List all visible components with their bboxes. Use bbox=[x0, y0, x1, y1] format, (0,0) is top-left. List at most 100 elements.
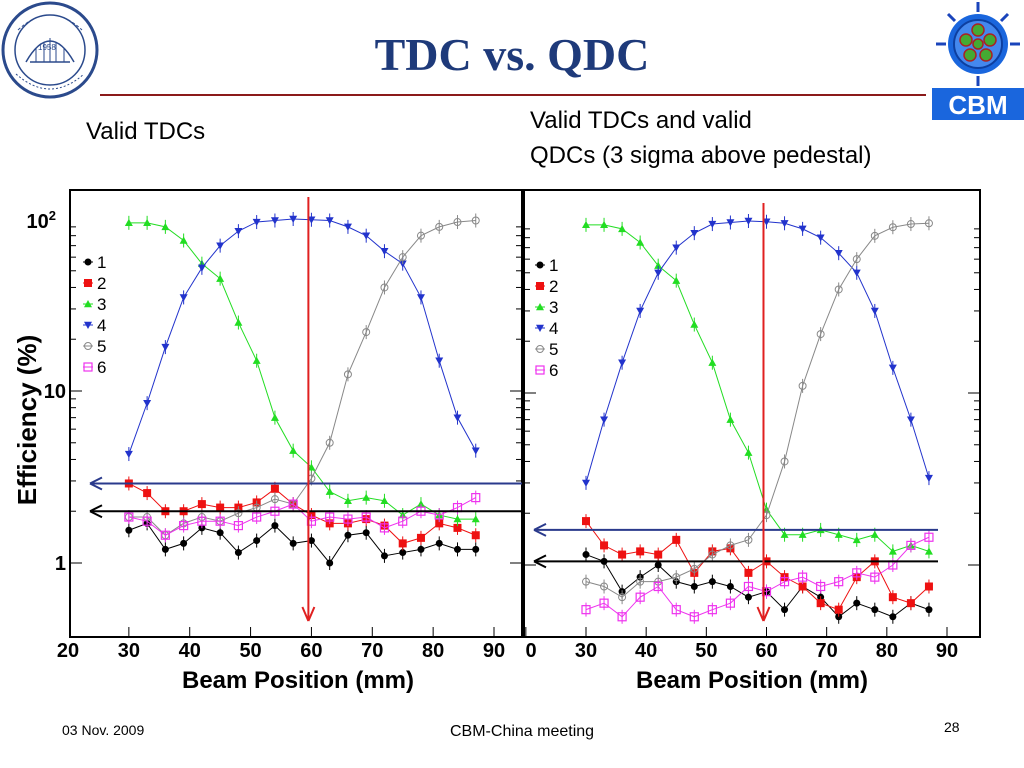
data-point bbox=[600, 220, 609, 229]
data-point bbox=[906, 540, 916, 551]
series-line bbox=[585, 220, 930, 484]
data-point bbox=[707, 605, 717, 615]
x-tick-label: 90 bbox=[936, 640, 958, 662]
data-point bbox=[398, 516, 408, 526]
data-point bbox=[453, 545, 461, 553]
data-point bbox=[762, 218, 771, 226]
data-point bbox=[180, 539, 188, 547]
data-point bbox=[654, 561, 662, 569]
data-point bbox=[870, 307, 879, 315]
blue-arrow-head bbox=[89, 476, 103, 491]
plot-frame bbox=[523, 189, 981, 638]
data-point bbox=[599, 598, 609, 608]
data-point bbox=[234, 549, 242, 557]
legend-label: 4 bbox=[97, 316, 106, 335]
x-tick-label: 0 bbox=[525, 640, 536, 662]
data-point bbox=[270, 495, 279, 504]
data-point bbox=[672, 276, 681, 284]
data-point bbox=[618, 593, 627, 602]
left-panel-subtitle: Valid TDCs bbox=[86, 118, 206, 145]
data-point bbox=[453, 414, 462, 422]
data-point bbox=[471, 447, 480, 455]
data-point bbox=[834, 605, 843, 614]
data-point bbox=[618, 550, 627, 559]
x-tick-label: 40 bbox=[179, 640, 201, 662]
data-point bbox=[416, 231, 425, 240]
data-point bbox=[142, 516, 152, 526]
plot-frame bbox=[69, 189, 523, 638]
x-tick-label: 70 bbox=[361, 640, 383, 662]
blue-arrow-head bbox=[533, 522, 547, 537]
data-point bbox=[453, 515, 462, 523]
data-point bbox=[197, 516, 207, 526]
data-point bbox=[435, 357, 444, 365]
data-point bbox=[161, 343, 170, 352]
data-point bbox=[343, 514, 353, 524]
data-point bbox=[197, 264, 206, 272]
x-axis-label: Beam Position (mm) bbox=[182, 667, 414, 694]
seal-year: 1958 bbox=[38, 43, 56, 52]
data-point bbox=[143, 489, 152, 498]
data-point bbox=[708, 358, 717, 366]
y-tick-label: 1 bbox=[55, 553, 66, 575]
series-5 bbox=[582, 216, 933, 605]
x-tick-label: 20 bbox=[57, 640, 79, 662]
y-tick-label: 102 bbox=[27, 208, 56, 233]
data-point bbox=[618, 359, 627, 367]
data-point bbox=[380, 552, 388, 560]
data-point bbox=[635, 592, 645, 602]
data-point bbox=[471, 515, 480, 523]
data-point bbox=[781, 606, 789, 614]
data-point bbox=[379, 523, 390, 533]
data-point bbox=[816, 599, 825, 608]
data-point bbox=[636, 307, 645, 315]
data-point bbox=[689, 612, 699, 622]
data-point bbox=[161, 545, 169, 553]
axis-ticks bbox=[70, 226, 522, 637]
data-point bbox=[725, 598, 735, 608]
red-arrow-head bbox=[301, 606, 316, 622]
series-6 bbox=[581, 530, 934, 624]
data-point bbox=[399, 549, 407, 557]
university-seal-logo: 1958 bbox=[0, 0, 100, 100]
data-point bbox=[216, 503, 225, 512]
data-point bbox=[870, 530, 879, 538]
x-tick-label: 80 bbox=[422, 640, 444, 662]
data-point bbox=[234, 318, 243, 326]
data-point bbox=[834, 249, 843, 258]
data-point bbox=[636, 577, 645, 586]
data-point bbox=[179, 236, 188, 244]
x-tick-label: 70 bbox=[816, 640, 838, 662]
data-point bbox=[288, 499, 298, 509]
data-point bbox=[289, 539, 297, 547]
data-point bbox=[453, 218, 462, 227]
data-point bbox=[834, 285, 843, 294]
data-point bbox=[618, 224, 627, 233]
data-point bbox=[924, 219, 933, 228]
data-point bbox=[253, 537, 261, 545]
data-point bbox=[125, 526, 133, 534]
data-point bbox=[307, 216, 316, 224]
data-point bbox=[853, 599, 861, 607]
data-point bbox=[216, 529, 224, 537]
data-point bbox=[744, 568, 753, 577]
data-point bbox=[325, 512, 335, 522]
x-tick-label: 40 bbox=[635, 640, 657, 662]
data-point bbox=[471, 493, 481, 503]
data-point bbox=[672, 535, 681, 544]
data-point bbox=[435, 222, 444, 231]
data-point bbox=[435, 539, 443, 547]
data-point bbox=[216, 242, 225, 250]
data-point bbox=[744, 593, 752, 601]
legend-label: 2 bbox=[549, 277, 558, 296]
data-point bbox=[380, 283, 389, 292]
data-point bbox=[161, 222, 170, 231]
footer-meeting-name: CBM-China meeting bbox=[450, 723, 595, 740]
data-point bbox=[870, 231, 879, 240]
data-point bbox=[362, 493, 371, 501]
data-point bbox=[289, 446, 298, 454]
data-point bbox=[270, 484, 279, 493]
data-point bbox=[636, 547, 645, 556]
data-point bbox=[654, 550, 663, 559]
data-point bbox=[871, 606, 879, 614]
